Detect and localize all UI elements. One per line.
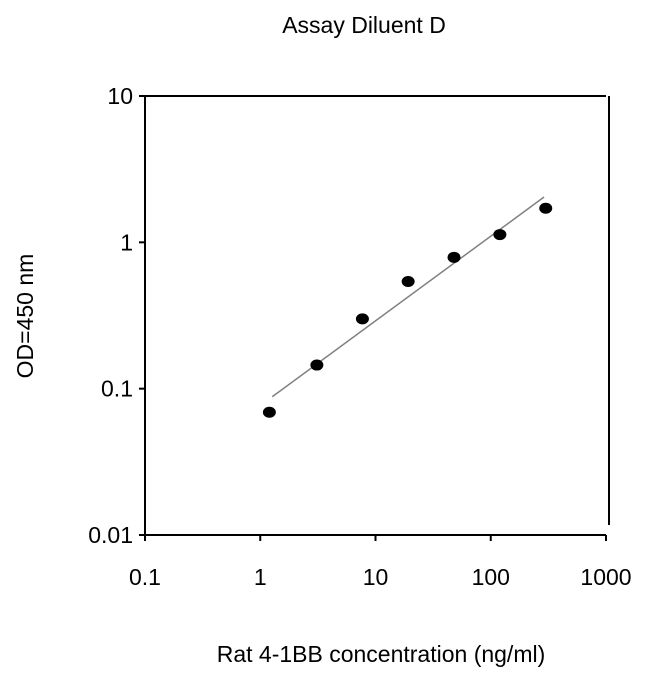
y-axis: 0.01 0.1 1 10 bbox=[88, 83, 145, 548]
y-tick-label: 10 bbox=[107, 83, 133, 109]
data-point bbox=[310, 359, 324, 371]
chart-title: Assay Diluent D bbox=[282, 12, 446, 38]
plot-frame bbox=[141, 95, 610, 539]
x-tick-label: 1000 bbox=[580, 564, 631, 590]
y-tick-label: 0.01 bbox=[88, 522, 133, 548]
data-point bbox=[493, 229, 507, 241]
x-axis: 0.1 1 10 100 1000 bbox=[129, 535, 632, 590]
y-tick-label: 1 bbox=[120, 229, 133, 255]
data-point bbox=[539, 202, 553, 214]
y-tick-label: 0.1 bbox=[101, 376, 133, 402]
data-point bbox=[447, 251, 461, 263]
data-point bbox=[401, 275, 415, 287]
x-tick-label: 0.1 bbox=[129, 564, 161, 590]
x-tick-label: 100 bbox=[472, 564, 510, 590]
data-point bbox=[262, 406, 276, 418]
data-point bbox=[355, 313, 369, 325]
x-axis-label: Rat 4-1BB concentration (ng/ml) bbox=[217, 641, 546, 667]
y-axis-label: OD=450 nm bbox=[12, 254, 38, 379]
x-tick-label: 1 bbox=[254, 564, 267, 590]
data-series bbox=[262, 196, 553, 418]
x-tick-label: 10 bbox=[363, 564, 389, 590]
